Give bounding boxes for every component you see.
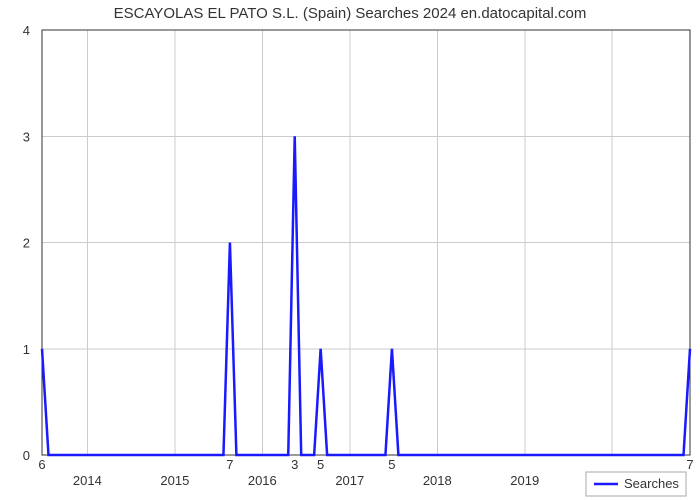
- y-tick-label: 4: [23, 23, 30, 38]
- y-tick-label: 2: [23, 236, 30, 251]
- data-point-label: 7: [226, 457, 233, 472]
- legend: Searches: [586, 472, 686, 496]
- x-tick-label: 2017: [335, 473, 364, 488]
- x-tick-label: 2015: [160, 473, 189, 488]
- data-point-label: 5: [388, 457, 395, 472]
- legend-label: Searches: [624, 476, 679, 491]
- line-chart: ESCAYOLAS EL PATO S.L. (Spain) Searches …: [0, 0, 700, 500]
- data-series-line: [42, 136, 690, 455]
- data-point-label: 7: [686, 457, 693, 472]
- x-tick-label: 2016: [248, 473, 277, 488]
- data-point-label: 5: [317, 457, 324, 472]
- chart-container: ESCAYOLAS EL PATO S.L. (Spain) Searches …: [0, 0, 700, 500]
- x-tick-label: 2018: [423, 473, 452, 488]
- y-tick-label: 3: [23, 129, 30, 144]
- y-tick-label: 1: [23, 342, 30, 357]
- data-point-label: 3: [291, 457, 298, 472]
- y-tick-label: 0: [23, 448, 30, 463]
- chart-title: ESCAYOLAS EL PATO S.L. (Spain) Searches …: [114, 5, 587, 22]
- x-tick-label: 2014: [73, 473, 102, 488]
- data-point-label: 6: [38, 457, 45, 472]
- x-tick-label: 2019: [510, 473, 539, 488]
